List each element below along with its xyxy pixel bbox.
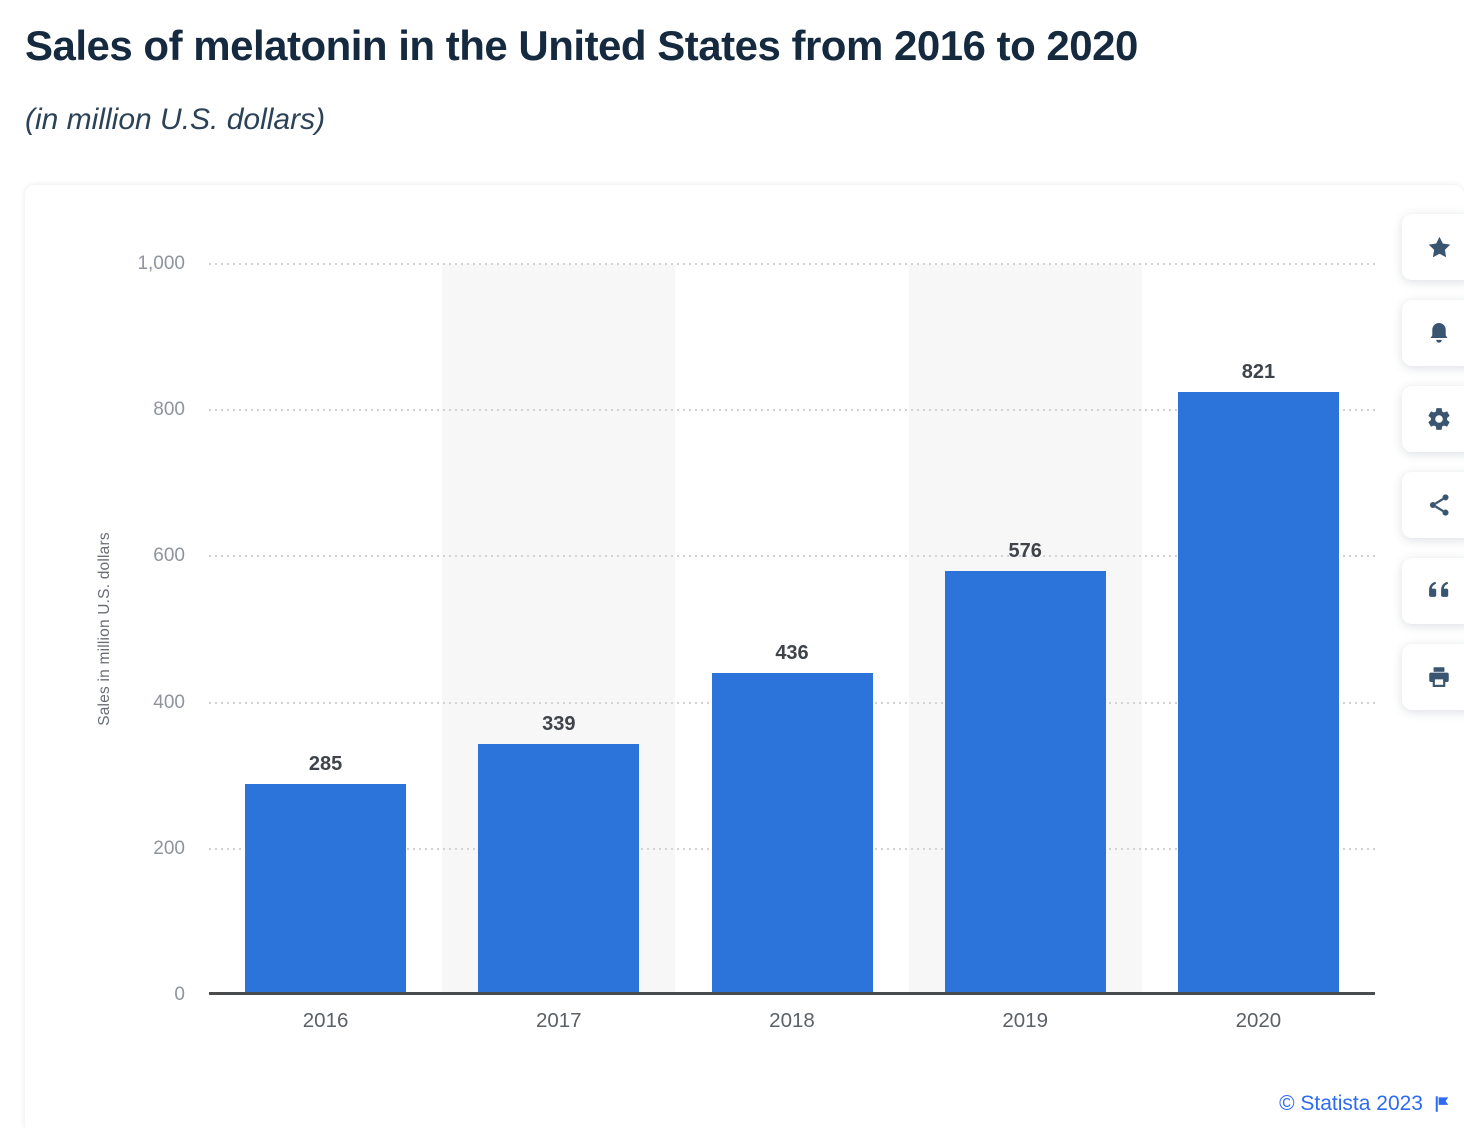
x-tick-2016: 2016 — [302, 1009, 349, 1032]
gridline-600 — [209, 555, 1375, 558]
y-tick-800: 800 — [153, 399, 185, 421]
quote-button[interactable] — [1402, 558, 1464, 624]
bar-2018[interactable] — [711, 673, 873, 992]
chart-card: Sales in million U.S. dollars 0 200 400 600… — [25, 185, 1464, 1128]
statista-credit-link[interactable]: © Statista 2023 — [1279, 1092, 1423, 1115]
share-icon — [1426, 492, 1452, 518]
star-icon — [1426, 234, 1453, 261]
bar-value-label-2019: 576 — [1008, 539, 1042, 562]
bell-icon — [1426, 320, 1452, 346]
credit-row: © Statista 2023 — [0, 1092, 1452, 1116]
star-button[interactable] — [1402, 214, 1464, 280]
x-tick-2018: 2018 — [769, 1009, 815, 1032]
bar-2017[interactable] — [478, 744, 640, 992]
x-axis-tick-labels: 2016 2017 2018 2019 2020 — [209, 1009, 1375, 1035]
page-subtitle: (in million U.S. dollars) — [25, 103, 326, 136]
chart-toolbar — [1402, 214, 1464, 710]
gear-button[interactable] — [1402, 386, 1464, 452]
x-tick-2020: 2020 — [1235, 1009, 1282, 1032]
bar-value-label-2017: 339 — [542, 713, 576, 736]
bar-2016[interactable] — [245, 783, 407, 992]
bar-2020[interactable] — [1177, 391, 1339, 992]
y-axis-tick-labels: 0 200 400 600 800 1,000 — [25, 253, 185, 1005]
page-title: Sales of melatonin in the United States … — [25, 22, 1138, 69]
bar-2019[interactable] — [944, 570, 1106, 992]
plot-area: 285 339 436 576 821 — [209, 263, 1375, 995]
bar-value-label-2020: 821 — [1241, 360, 1276, 383]
y-tick-0: 0 — [174, 984, 185, 1005]
quote-icon — [1425, 577, 1453, 605]
flag-icon[interactable] — [1432, 1094, 1452, 1114]
share-button[interactable] — [1402, 472, 1464, 538]
bar-value-label-2016: 285 — [308, 752, 343, 775]
gridline-1000 — [209, 263, 1375, 265]
x-tick-2019: 2019 — [1002, 1009, 1048, 1032]
y-tick-400: 400 — [153, 691, 185, 713]
gridline-800 — [209, 409, 1375, 412]
bell-button[interactable] — [1402, 300, 1464, 366]
y-tick-200: 200 — [153, 837, 185, 859]
y-tick-600: 600 — [153, 545, 185, 567]
print-button[interactable] — [1402, 644, 1464, 710]
print-icon — [1426, 664, 1452, 690]
gear-icon — [1426, 406, 1452, 432]
y-tick-1000: 1,000 — [137, 253, 185, 274]
x-tick-2017: 2017 — [535, 1009, 582, 1032]
bar-value-label-2018: 436 — [775, 642, 809, 665]
